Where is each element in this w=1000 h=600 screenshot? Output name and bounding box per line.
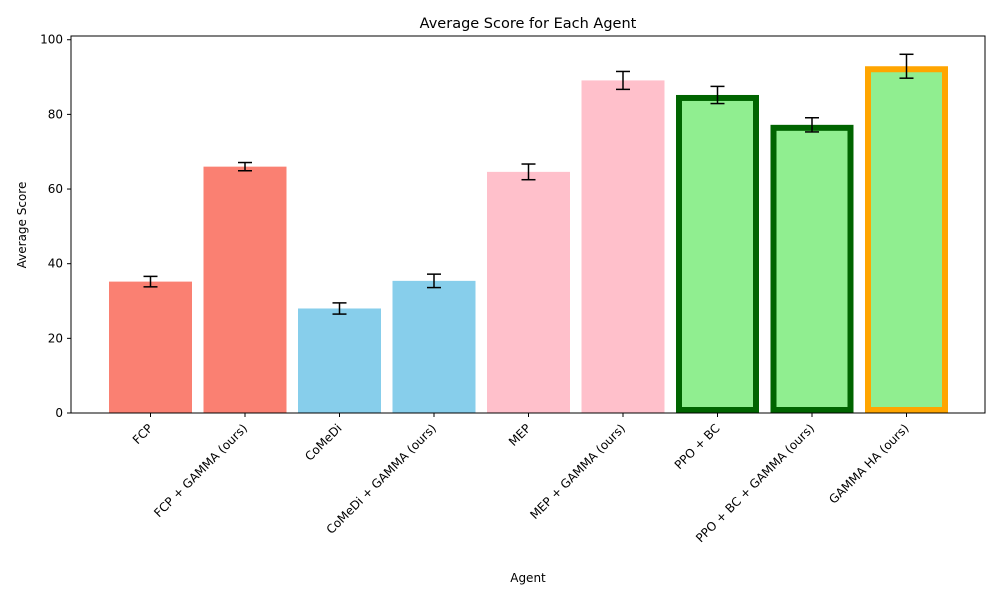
x-tick-label: FCP (130, 421, 156, 447)
y-tick-label: 80 (48, 107, 63, 121)
y-tick-label: 40 (48, 257, 63, 271)
error-bar-7 (710, 85, 725, 105)
error-bar-3 (332, 302, 347, 315)
bar-8 (770, 124, 854, 414)
x-tick-label: PPO + BC (672, 421, 723, 472)
y-tick-label: 0 (55, 406, 63, 420)
y-tick-label: 100 (40, 33, 63, 47)
x-tick-label: MEP (506, 421, 534, 449)
error-bar-1 (143, 275, 158, 288)
error-bar-4 (427, 273, 441, 289)
y-axis-label: Average Score (15, 182, 29, 269)
error-bar-5 (521, 163, 536, 181)
x-axis-label: Agent (510, 571, 546, 585)
x-tick-label: MEP + GAMMA (ours) (527, 421, 628, 522)
x-tick-label: CoMeDi (302, 421, 344, 463)
error-bar-9 (899, 53, 914, 79)
bar-6 (581, 80, 665, 413)
x-tick-label: FCP + GAMMA (ours) (151, 421, 250, 520)
x-tick-label: CoMeDi + GAMMA (ours) (324, 421, 440, 537)
error-bar-6 (616, 70, 630, 91)
x-tick-label: GAMMA HA (ours) (826, 421, 911, 506)
error-bar-8 (805, 116, 819, 133)
bar-1 (109, 281, 192, 413)
chart-title: Average Score for Each Agent (420, 16, 637, 32)
bar-7 (676, 94, 759, 414)
bar-3 (298, 308, 381, 413)
y-tick-label: 60 (48, 182, 63, 196)
y-tick-label: 20 (48, 331, 63, 345)
error-bar-2 (238, 161, 252, 172)
bar-5 (487, 171, 570, 413)
bar-9 (865, 66, 948, 413)
bar-2 (203, 166, 287, 413)
bar-4 (392, 280, 476, 413)
